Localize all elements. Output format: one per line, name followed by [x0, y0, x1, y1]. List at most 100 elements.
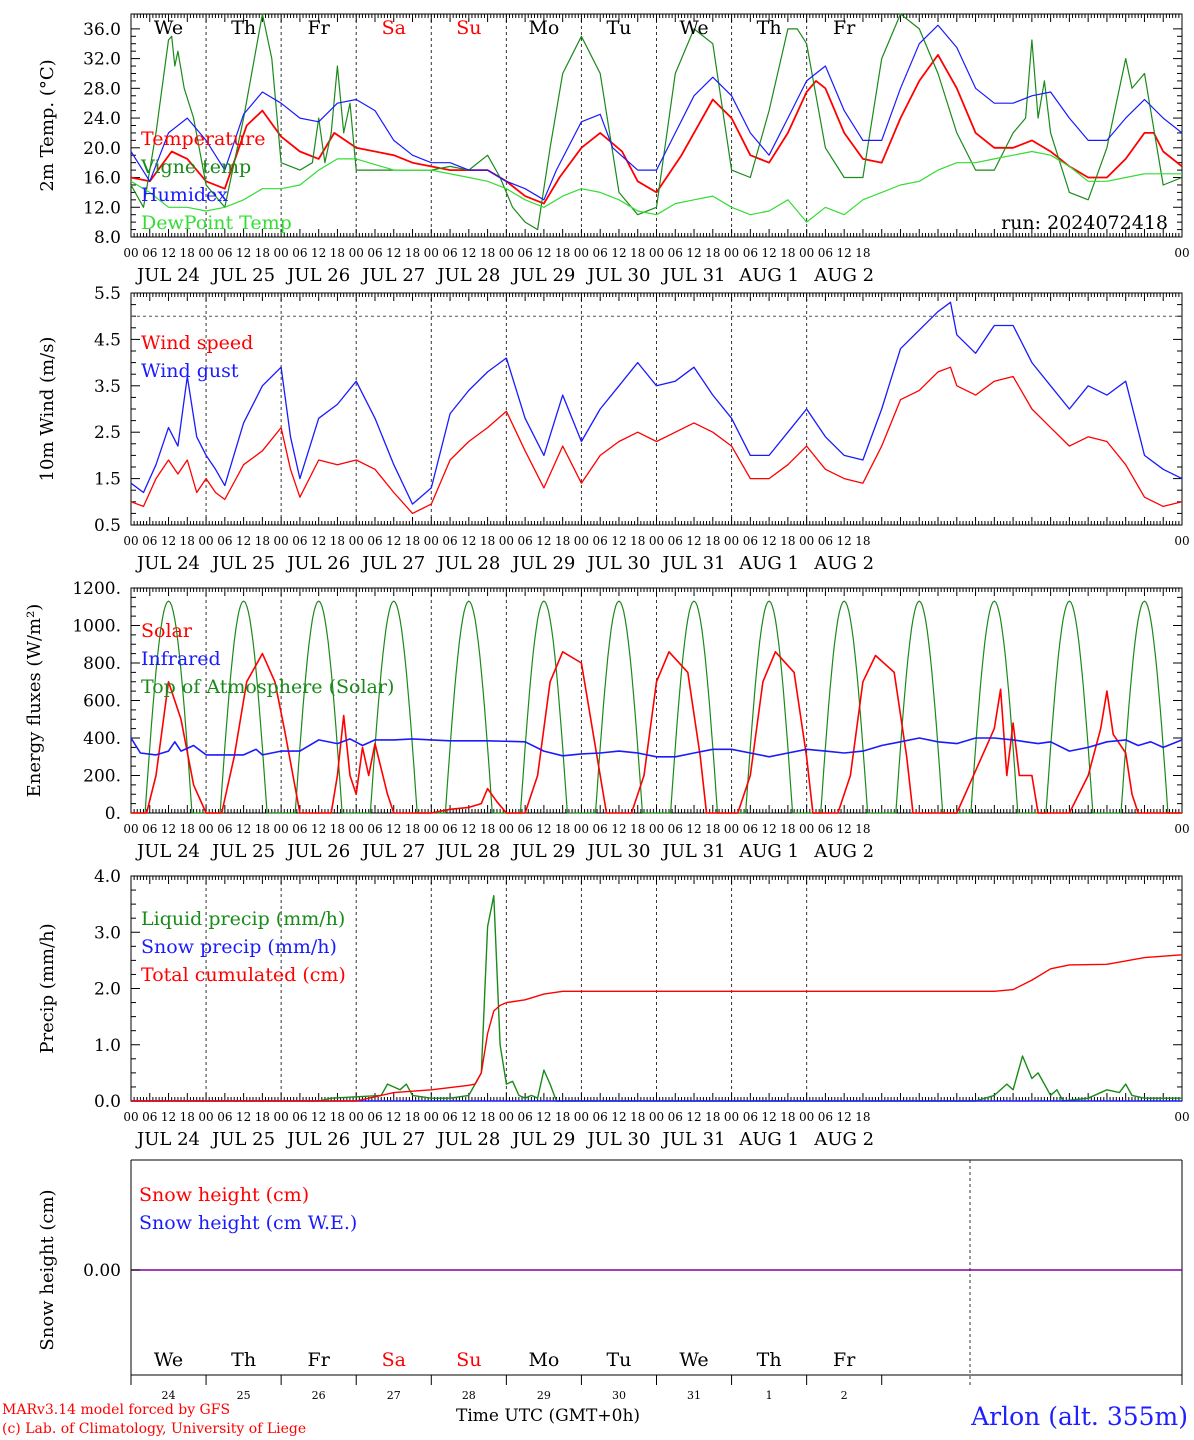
panel2-hour-label: 06 — [217, 534, 232, 548]
panel4-hour-label: 00 — [1174, 1110, 1189, 1124]
panel1-hour-label: 06 — [217, 246, 232, 260]
panel3-date-label: JUL 29 — [510, 841, 575, 862]
panel5-day-number: 1 — [766, 1389, 773, 1402]
panel1-weekday-label: Su — [456, 17, 481, 39]
panel2-hour-label: 00 — [198, 534, 213, 548]
panel1-hour-label: 12 — [461, 246, 476, 260]
panel1-hour-label: 00 — [574, 246, 589, 260]
panel3-date-label: JUL 28 — [435, 841, 500, 862]
panel3-hour-label: 18 — [705, 822, 720, 836]
panel3-y-tick-label: 200. — [83, 767, 121, 787]
panel4-hour-label: 12 — [311, 1110, 326, 1124]
panel4-date-label: JUL 26 — [285, 1129, 350, 1150]
panel3-hour-label: 00 — [274, 822, 289, 836]
panel2-hour-label: 06 — [292, 534, 307, 548]
panel1-hour-label: 06 — [818, 246, 833, 260]
panel2-hour-label: 00 — [1174, 534, 1189, 548]
panel2-hour-label: 00 — [349, 534, 364, 548]
panel4-hour-label: 06 — [442, 1110, 457, 1124]
panel1-hour-label: 12 — [161, 246, 176, 260]
panel3-hour-label: 06 — [517, 822, 532, 836]
panel2-hour-label: 18 — [630, 534, 645, 548]
panel2-hour-label: 18 — [705, 534, 720, 548]
panel4-hour-label: 06 — [743, 1110, 758, 1124]
panel1-legend-entry: Temperature — [141, 128, 265, 150]
panel3-date-label: JUL 30 — [585, 841, 650, 862]
panel1-weekday-label: We — [679, 17, 708, 39]
panel1-date-label: JUL 27 — [360, 265, 425, 286]
panel3-hour-label: 06 — [142, 822, 157, 836]
panel4-date-label: JUL 27 — [360, 1129, 425, 1150]
panel5-weekday-label: Fr — [308, 1349, 331, 1371]
panel2-hour-label: 00 — [724, 534, 739, 548]
panel2-date-label: AUG 1 — [738, 553, 799, 574]
temp-series-line — [130, 24, 1183, 201]
panel1-date-label: JUL 30 — [585, 265, 650, 286]
panel1-hour-label: 00 — [1174, 246, 1189, 260]
panel4-hour-label: 18 — [630, 1110, 645, 1124]
panel2-hour-label: 18 — [405, 534, 420, 548]
panel4-hour-label: 12 — [461, 1110, 476, 1124]
panel1-hour-label: 12 — [386, 246, 401, 260]
panel3-date-label: JUL 31 — [661, 841, 726, 862]
panel5-weekday-label: Th — [757, 1349, 782, 1371]
panel4-hour-label: 06 — [668, 1110, 683, 1124]
panel5-day-number: 28 — [462, 1389, 476, 1402]
panel4-hour-label: 00 — [349, 1110, 364, 1124]
panel1-y-tick-label: 32.0 — [83, 50, 121, 70]
panel2-hour-label: 06 — [142, 534, 157, 548]
wind-series-line — [130, 366, 1183, 515]
panel5-day-number: 31 — [687, 1389, 701, 1402]
panel3-y-tick-label: 1200. — [72, 579, 121, 599]
panel3-legend-entry: Top of Atmosphere (Solar) — [141, 676, 394, 698]
panel2-date-label: JUL 27 — [360, 553, 425, 574]
panel2-hour-label: 18 — [780, 534, 795, 548]
panel2-date-label: JUL 25 — [210, 553, 275, 574]
panel3-hour-label: 12 — [761, 822, 776, 836]
panel2-hour-label: 18 — [855, 534, 870, 548]
panel2-hour-label: 18 — [330, 534, 345, 548]
panel4-hour-label: 18 — [555, 1110, 570, 1124]
panel1-hour-label: 18 — [630, 246, 645, 260]
panel1-weekday-label: Th — [231, 17, 256, 39]
panel4-legend-entry: Liquid precip (mm/h) — [141, 908, 345, 930]
panel1-hour-label: 00 — [123, 246, 138, 260]
panel1-hour-label: 12 — [236, 246, 251, 260]
panel2-hour-label: 12 — [311, 534, 326, 548]
panel3-legend-entry: Infrared — [141, 648, 221, 670]
panel1-hour-label: 18 — [330, 246, 345, 260]
panel4-legend-entry: Snow precip (mm/h) — [141, 936, 337, 958]
temp-series-line — [130, 150, 1182, 223]
panel4-hour-label: 00 — [274, 1110, 289, 1124]
panel2-hour-label: 06 — [442, 534, 457, 548]
panel3-hour-label: 18 — [780, 822, 795, 836]
panel3-hour-label: 12 — [686, 822, 701, 836]
panel3-hour-label: 12 — [461, 822, 476, 836]
panel1-hour-label: 18 — [705, 246, 720, 260]
panel5-weekday-label: Mo — [528, 1349, 559, 1371]
model-credit: MARv3.14 model forced by GFS — [2, 1402, 231, 1418]
panel3-date-label: JUL 25 — [210, 841, 275, 862]
panel2-hour-label: 12 — [837, 534, 852, 548]
panel4-hour-label: 12 — [536, 1110, 551, 1124]
panel4-hour-label: 00 — [198, 1110, 213, 1124]
run-annotation: run: 2024072418 — [1001, 212, 1168, 234]
panel1-date-label: JUL 29 — [510, 265, 575, 286]
panel2-hour-label: 18 — [180, 534, 195, 548]
panel1-hour-label: 18 — [555, 246, 570, 260]
panel5-weekday-label: Sa — [382, 1349, 406, 1371]
panel3-hour-label: 00 — [349, 822, 364, 836]
panel1-hour-label: 00 — [424, 246, 439, 260]
panel4-hour-label: 18 — [705, 1110, 720, 1124]
panel3-hour-label: 12 — [611, 822, 626, 836]
panel1-hour-label: 18 — [855, 246, 870, 260]
panel2-y-tick-label: 3.5 — [94, 377, 121, 397]
panel5-legend-entry: Snow height (cm W.E.) — [139, 1212, 357, 1234]
panel2-hour-label: 12 — [161, 534, 176, 548]
panel2-hour-label: 18 — [255, 534, 270, 548]
panel4-hour-label: 12 — [686, 1110, 701, 1124]
panel3-hour-label: 18 — [330, 822, 345, 836]
panel4-hour-label: 18 — [480, 1110, 495, 1124]
panel4-y-tick-label: 3.0 — [94, 923, 121, 943]
panel3-hour-label: 12 — [837, 822, 852, 836]
